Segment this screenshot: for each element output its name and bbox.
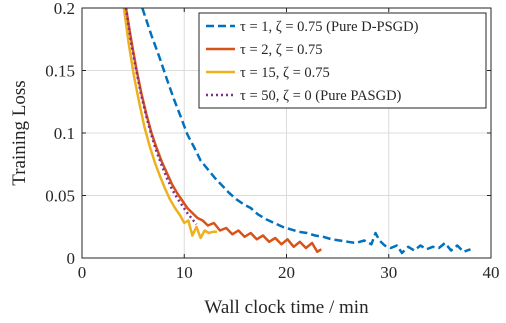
x-tick-label: 0 <box>78 263 87 282</box>
x-axis-label: Wall clock time / min <box>204 297 369 318</box>
legend-label-3: τ = 15, ζ = 0.75 <box>240 65 330 81</box>
y-tick-label: 0.1 <box>54 124 75 143</box>
series-line-4 <box>124 8 198 226</box>
y-tick-label: 0.05 <box>45 187 75 206</box>
series-layer <box>122 8 471 255</box>
series-line-1 <box>141 8 471 255</box>
series-line-3 <box>122 8 217 240</box>
y-axis-label: Training Loss <box>9 80 30 185</box>
legend: τ = 1, ζ = 0.75 (Pure D-PSGD) τ = 2, ζ = … <box>198 12 487 109</box>
y-tick-label: 0 <box>67 249 76 268</box>
legend-label-4: τ = 50, ζ = 0 (Pure PASGD) <box>240 88 402 104</box>
x-tick-label: 20 <box>278 263 295 282</box>
axis-ticks <box>81 7 492 259</box>
x-tick-label: 10 <box>176 263 193 282</box>
legend-box <box>198 12 487 109</box>
legend-label-1: τ = 1, ζ = 0.75 (Pure D-PSGD) <box>240 19 419 35</box>
x-tick-label: 40 <box>483 263 500 282</box>
y-tick-label: 0.15 <box>45 62 75 81</box>
legend-label-2: τ = 2, ζ = 0.75 <box>240 42 323 58</box>
y-tick-label: 0.2 <box>54 0 75 18</box>
tick-labels: 0 10 20 30 40 0 0.05 0.1 0.15 0.2 <box>45 0 499 282</box>
x-tick-label: 30 <box>380 263 397 282</box>
